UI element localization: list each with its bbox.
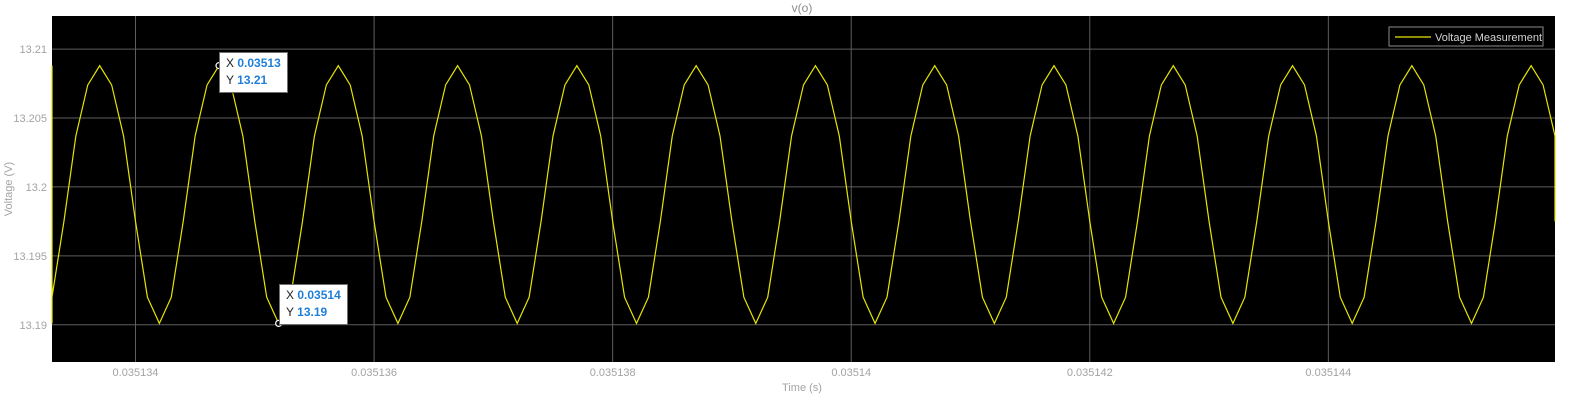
tick-labels: 0.035134 0.035136 0.035138 0.03514 0.035142 0…	[13, 44, 1351, 379]
datatip-peak-x-label: X	[226, 56, 235, 70]
voltage-measurement-line	[51, 64, 1556, 325]
legend-entry-voltage-measurement: Voltage Measurement	[1435, 32, 1542, 44]
datatip-trough-x-value: 0.03514	[297, 288, 341, 302]
x-tick-label: 0.035144	[1305, 367, 1351, 379]
y-tick-label: 13.2	[26, 182, 47, 194]
y-tick-label: 13.21	[19, 44, 47, 56]
y-axis-label: Voltage (V)	[3, 162, 15, 216]
x-tick-label: 0.035142	[1067, 367, 1113, 379]
datatip-trough-x-row: X 0.03514	[286, 287, 341, 304]
x-tick-label: 0.035136	[351, 367, 397, 379]
datatip-trough-y-value: 13.19	[297, 305, 328, 319]
datatip-peak[interactable]: X 0.03513 Y 13.21	[219, 52, 288, 93]
x-tick-label: 0.03514	[831, 367, 871, 379]
grid-lines	[52, 16, 1555, 362]
datatip-trough-y-row: Y 13.19	[286, 304, 341, 321]
datatip-trough-x-label: X	[286, 288, 295, 302]
datatip-peak-y-label: Y	[226, 73, 234, 87]
y-tick-label: 13.19	[19, 320, 47, 332]
legend-box	[1388, 26, 1544, 47]
datatip-peak-y-value: 13.21	[237, 73, 268, 87]
datatip-peak-x-row: X 0.03513	[226, 55, 281, 72]
legend[interactable]: Voltage Measurement	[1388, 26, 1544, 47]
y-tick-label: 13.195	[13, 251, 47, 263]
x-tick-label: 0.035134	[113, 367, 159, 379]
x-axis-label: Time (s)	[782, 382, 822, 394]
datatip-trough-y-label: Y	[286, 305, 294, 319]
y-tick-label: 13.205	[13, 113, 47, 125]
chart-title: v(o)	[792, 1, 813, 15]
datatip-peak-y-row: Y 13.21	[226, 72, 281, 89]
datatip-trough[interactable]: X 0.03514 Y 13.19	[279, 284, 348, 325]
x-tick-label: 0.035138	[590, 367, 636, 379]
datatip-peak-x-value: 0.03513	[237, 56, 281, 70]
